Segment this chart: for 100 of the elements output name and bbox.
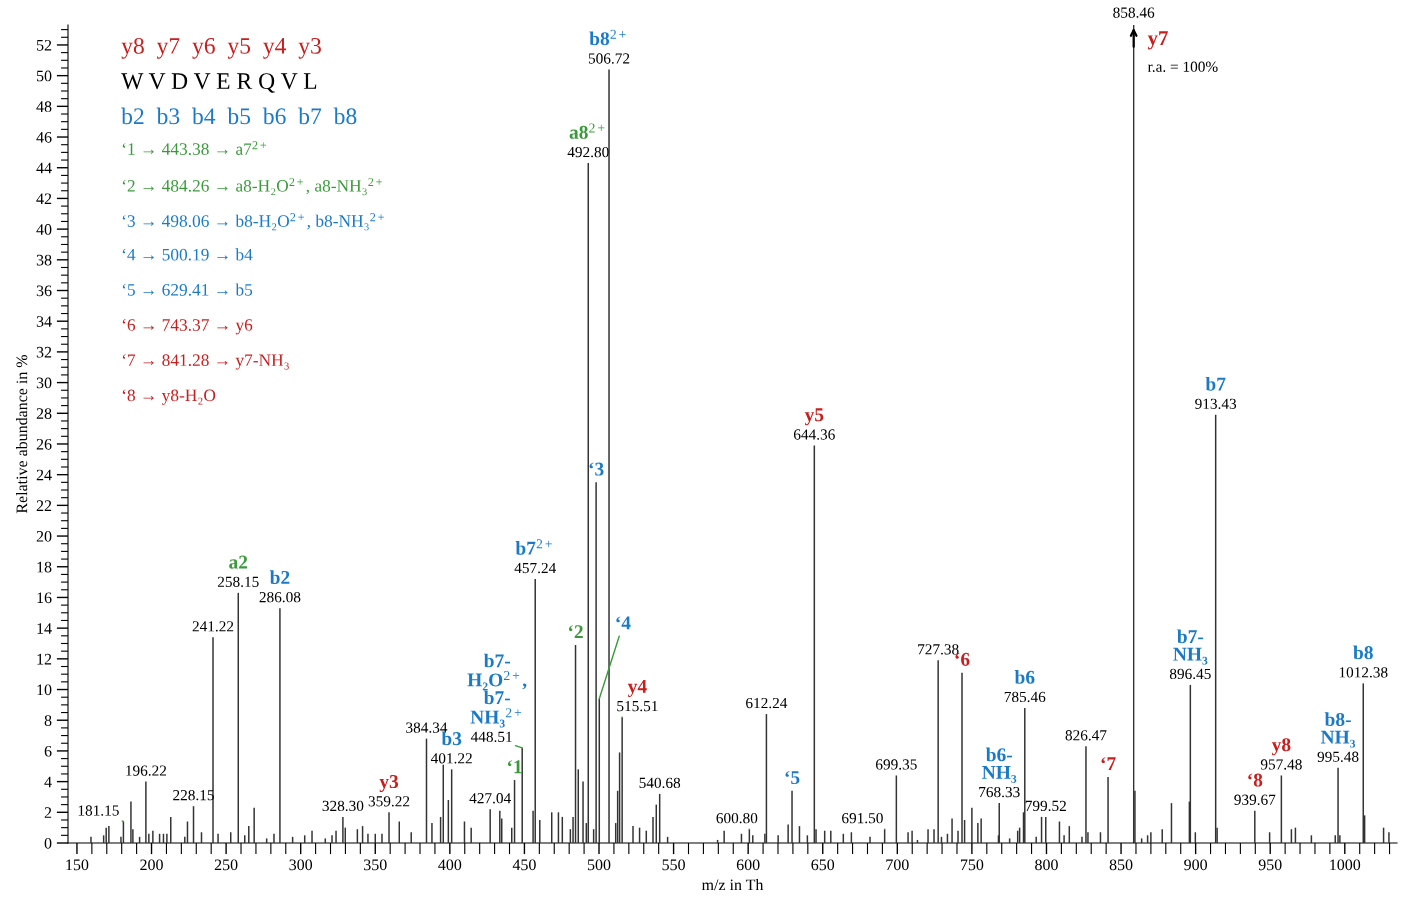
- annotation: 768.33: [979, 786, 1020, 798]
- annotation: ‘8 → y8-H₂O: [122, 389, 216, 405]
- y-tick-label: 40: [36, 224, 52, 235]
- annotation: b7- H₂O$^{2+}$, b7- NH₃$^{2+}$: [467, 653, 527, 728]
- y-tick-label: 2: [44, 807, 52, 818]
- annotation: 540.68: [639, 777, 681, 789]
- x-tick-label: 400: [438, 859, 462, 871]
- annotation: y5: [804, 408, 824, 426]
- annotation: 826.47: [1065, 730, 1107, 741]
- annotation: y4: [627, 679, 647, 697]
- x-axis-title: m/z in Th: [701, 879, 764, 891]
- x-tick-label: 1000: [1330, 859, 1361, 871]
- y-tick-label: 50: [36, 70, 52, 82]
- annotation: b7- NH₃: [1173, 629, 1208, 665]
- annotation: a2: [229, 555, 248, 569]
- annotation: b6: [1014, 670, 1035, 684]
- annotation: ‘7 → 841.28 → y7-NH₃: [122, 354, 289, 370]
- annotation: 913.43: [1195, 398, 1237, 409]
- annotation: y8: [1271, 738, 1291, 756]
- annotation: ‘2: [568, 625, 583, 639]
- annotation: b7: [1205, 376, 1226, 391]
- x-tick-label: 850: [1109, 859, 1133, 871]
- annotation: 600.80: [716, 813, 758, 824]
- y-tick-label: 52: [36, 39, 52, 51]
- y-axis-title: Relative abundance in %: [16, 354, 28, 514]
- annotation: ‘4 → 500.19 → b4: [122, 248, 253, 261]
- annotation: 1012.38: [1339, 667, 1388, 678]
- y-tick-label: 30: [36, 377, 52, 389]
- annotation: 995.48: [1317, 751, 1359, 762]
- y-tick-label: 28: [36, 408, 52, 419]
- annotation: ‘2 → 484.26 → a8-H₂O$^{2+}$, a8-NH₃$^{2+}$: [122, 177, 382, 196]
- x-tick-label: 200: [140, 859, 163, 871]
- annotation: 644.36: [793, 429, 835, 440]
- y-tick-label: 16: [37, 592, 52, 604]
- annotation: 699.35: [876, 759, 917, 770]
- annotation: ‘8: [1248, 773, 1263, 787]
- annotation: 196.22: [126, 765, 167, 776]
- x-tick-label: 500: [587, 859, 611, 871]
- x-tick-label: 150: [66, 859, 89, 871]
- y-tick-label: 20: [36, 530, 52, 542]
- x-tick-label: 950: [1258, 859, 1282, 871]
- annotation: W V D V E R Q V L: [121, 73, 317, 93]
- annotation: b2: [269, 570, 290, 585]
- annotation: 515.51: [617, 701, 658, 712]
- y-tick-label: 18: [37, 561, 52, 573]
- annotation: ‘3: [589, 462, 604, 476]
- y-tick-label: 24: [36, 469, 52, 481]
- annotation: 181.15: [78, 805, 119, 816]
- annotation: b8$^{2+}$: [589, 29, 626, 46]
- x-tick-label: 650: [811, 859, 835, 871]
- x-tick-label: 800: [1035, 859, 1058, 871]
- y-tick-label: 34: [36, 316, 52, 327]
- annotation: 384.34: [406, 722, 448, 733]
- annotation: 286.08: [259, 592, 301, 603]
- y-tick-label: 38: [36, 254, 52, 266]
- annotation: 785.46: [1004, 691, 1046, 703]
- y-tick-label: 22: [36, 500, 52, 511]
- annotation: 457.24: [514, 562, 556, 574]
- y-tick-label: 26: [36, 438, 52, 450]
- x-tick-label: 350: [364, 859, 387, 871]
- y-tick-label: 48: [36, 101, 52, 113]
- y-tick-label: 8: [44, 715, 52, 726]
- annotation: ‘3 → 498.06 → b8-H₂O$^{2+}$, b8-NH₃$^{2+}$: [122, 213, 384, 231]
- annotation: ‘6 → 743.37 → y6: [122, 319, 253, 335]
- y-tick-label: 6: [44, 745, 52, 757]
- x-tick-label: 700: [886, 859, 909, 871]
- x-tick-label: 750: [960, 859, 984, 871]
- x-tick-label: 550: [662, 859, 685, 871]
- annotation: 612.24: [746, 697, 788, 709]
- x-tick-label: 900: [1184, 859, 1208, 871]
- annotation: 957.48: [1260, 759, 1302, 770]
- annotation: r.a. = 100%: [1147, 61, 1218, 72]
- annotation: 896.45: [1169, 668, 1211, 680]
- annotation: b3: [441, 731, 462, 746]
- y-tick-label: 12: [37, 653, 52, 665]
- y-tick-label: 10: [37, 684, 52, 696]
- annotation: 359.22: [368, 796, 410, 807]
- annotation: ‘1 → 443.38 → a7$^{2+}$: [122, 141, 267, 155]
- annotation: 506.72: [588, 53, 630, 64]
- x-tick-label: 300: [289, 859, 313, 871]
- y-tick-label: 14: [37, 623, 52, 634]
- y-tick-label: 42: [36, 193, 52, 204]
- annotation: ‘5: [785, 770, 800, 785]
- annotation: 691.50: [842, 813, 883, 824]
- annotation: b8: [1353, 645, 1373, 660]
- y-tick-label: 46: [36, 132, 52, 143]
- annotation: b8- NH₃: [1320, 712, 1356, 748]
- x-tick-label: 450: [512, 859, 536, 871]
- annotation: b2 b3 b4 b5 b6 b7 b8: [121, 107, 357, 125]
- y-tick-label: 36: [36, 285, 52, 297]
- ref-line-label: 858.46: [1113, 7, 1155, 18]
- annotation: y7: [1147, 31, 1168, 50]
- annotation: 401.22: [430, 753, 472, 764]
- annotation: a8$^{2+}$: [569, 123, 605, 139]
- annotation: 258.15: [217, 576, 259, 588]
- y-tick-label: 44: [36, 162, 52, 174]
- annotation: ‘4: [616, 616, 631, 630]
- annotation: 241.22: [192, 621, 234, 632]
- annotation: ‘5 → 629.41 → b5: [122, 283, 253, 296]
- annotation: 328.30: [322, 800, 364, 812]
